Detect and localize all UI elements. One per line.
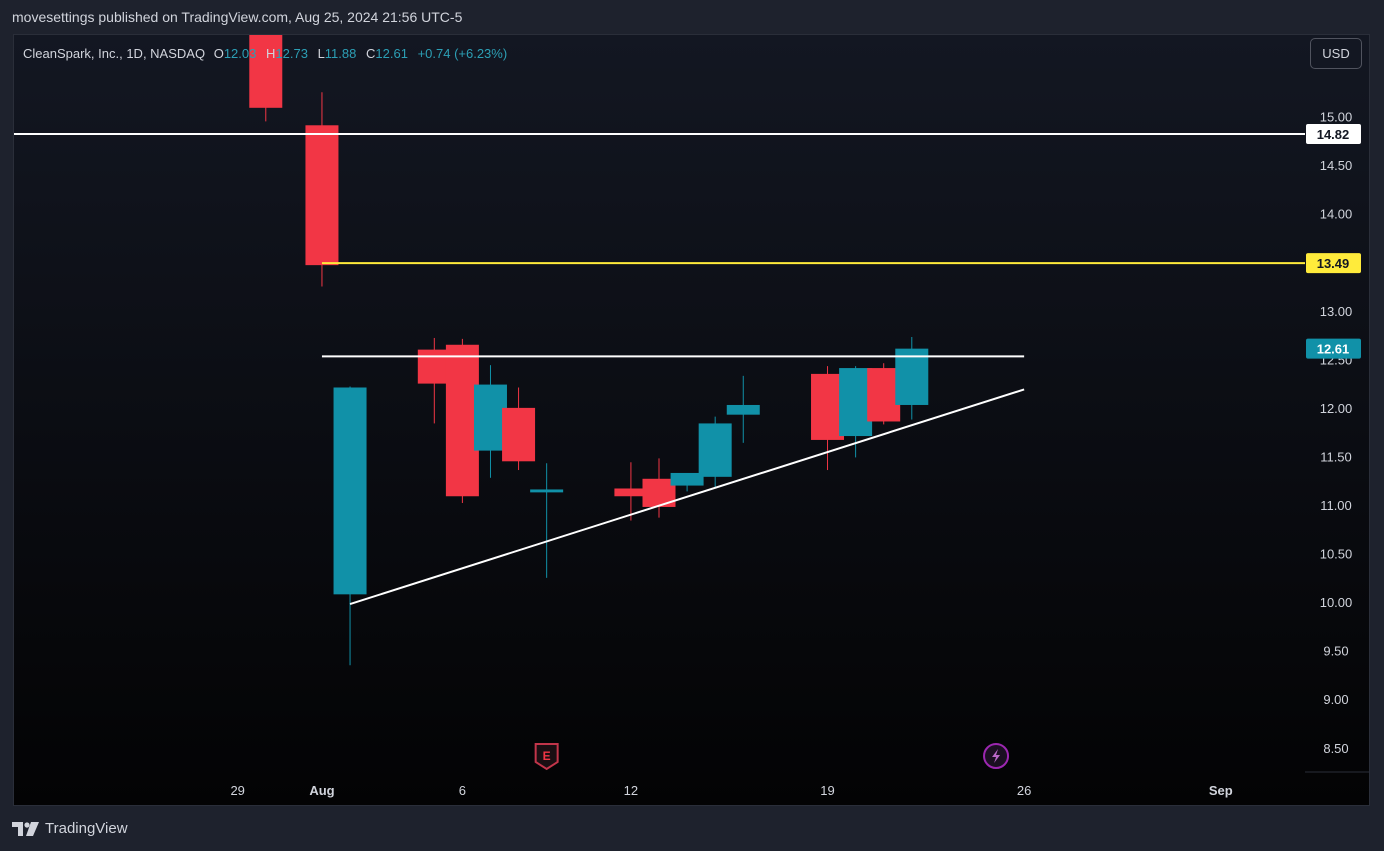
candle-body[interactable]	[614, 488, 648, 497]
candle-body[interactable]	[698, 423, 732, 477]
candle-body[interactable]	[839, 368, 873, 437]
x-tick-label: Sep	[1209, 783, 1233, 798]
y-tick-label: 14.00	[1320, 207, 1353, 222]
x-tick-label: 26	[1017, 783, 1031, 798]
high-value: 12.73	[275, 46, 308, 61]
trend-line[interactable]	[349, 388, 1025, 606]
x-tick-label: Aug	[309, 783, 334, 798]
price-tag[interactable]: 12.61	[1306, 338, 1361, 359]
price-tag-bg	[1306, 338, 1361, 359]
y-tick-label: 9.50	[1323, 644, 1348, 659]
plot-area[interactable]	[13, 34, 1305, 666]
x-tick-label: 12	[624, 783, 638, 798]
candle-body[interactable]	[502, 407, 536, 462]
lightning-bolt	[992, 749, 1001, 763]
low-label: L	[317, 46, 325, 61]
tradingview-brand[interactable]: TradingView	[12, 820, 128, 837]
candle-body[interactable]	[417, 349, 451, 384]
earnings-badge	[534, 743, 559, 771]
earnings-letter: E	[543, 749, 551, 763]
y-tick-label: 9.00	[1323, 692, 1348, 707]
price-tag-label: 13.49	[1317, 256, 1350, 271]
x-tick-label: 19	[820, 783, 834, 798]
candle-body[interactable]	[333, 387, 367, 595]
x-tick-label: 29	[230, 783, 244, 798]
x-tick-label: 6	[459, 783, 466, 798]
lightning-icon[interactable]	[983, 743, 1010, 769]
close-value: 12.61	[375, 46, 408, 61]
currency-button[interactable]: USD	[1310, 38, 1362, 69]
close-label: C	[366, 46, 376, 61]
candle-body[interactable]	[726, 404, 760, 415]
symbol-text: CleanSpark, Inc., 1D, NASDAQ	[23, 46, 206, 61]
price-tag-label: 14.82	[1317, 127, 1350, 142]
low-value: 11.88	[324, 46, 357, 61]
price-tag[interactable]: 14.82	[1306, 124, 1361, 145]
price-tag-bg	[1306, 253, 1361, 274]
price-tag-label: 12.61	[1317, 342, 1350, 357]
y-tick-label: 12.00	[1320, 401, 1353, 416]
candle-body[interactable]	[867, 368, 901, 422]
change-value: +0.74 (+6.23%)	[417, 46, 508, 61]
open-label: O	[213, 46, 224, 61]
y-tick-label: 15.00	[1320, 110, 1353, 125]
candle-body[interactable]	[473, 384, 507, 451]
candlestick-chart[interactable]: 15.0014.5014.0013.0012.5012.0011.5011.00…	[13, 34, 1370, 806]
candle-body[interactable]	[811, 373, 845, 440]
y-tick-label: 8.50	[1323, 741, 1348, 756]
candle-body[interactable]	[895, 348, 929, 405]
earnings-icon[interactable]: E	[534, 743, 559, 771]
candle-body[interactable]	[305, 125, 339, 266]
candle-body[interactable]	[530, 489, 564, 493]
publish-header: movesettings published on TradingView.co…	[12, 9, 463, 25]
price-tag[interactable]: 13.49	[1306, 253, 1361, 274]
y-tick-label: 10.00	[1320, 595, 1353, 610]
y-tick-label: 13.00	[1320, 304, 1353, 319]
y-tick-label: 11.50	[1320, 449, 1352, 464]
y-tick-label: 11.00	[1320, 498, 1352, 513]
candle-body[interactable]	[670, 472, 704, 486]
chart-area[interactable]: 15.00 14.50 14.00 13.00 12.50 12.00 11.50 11.00…	[13, 34, 1370, 806]
open-value: 12.03	[223, 46, 257, 61]
high-label: H	[266, 46, 276, 61]
brand-name: TradingView	[45, 820, 128, 837]
candle-body[interactable]	[445, 344, 479, 497]
symbol-legend[interactable]: CleanSpark, Inc., 1D, NASDAQ O12.03 H12.…	[23, 46, 507, 61]
candle-body[interactable]	[249, 34, 283, 108]
y-tick-label: 14.50	[1320, 158, 1353, 173]
price-tag-bg	[1306, 124, 1361, 145]
tradingview-logo	[12, 821, 39, 836]
y-tick-label: 10.50	[1320, 547, 1353, 562]
